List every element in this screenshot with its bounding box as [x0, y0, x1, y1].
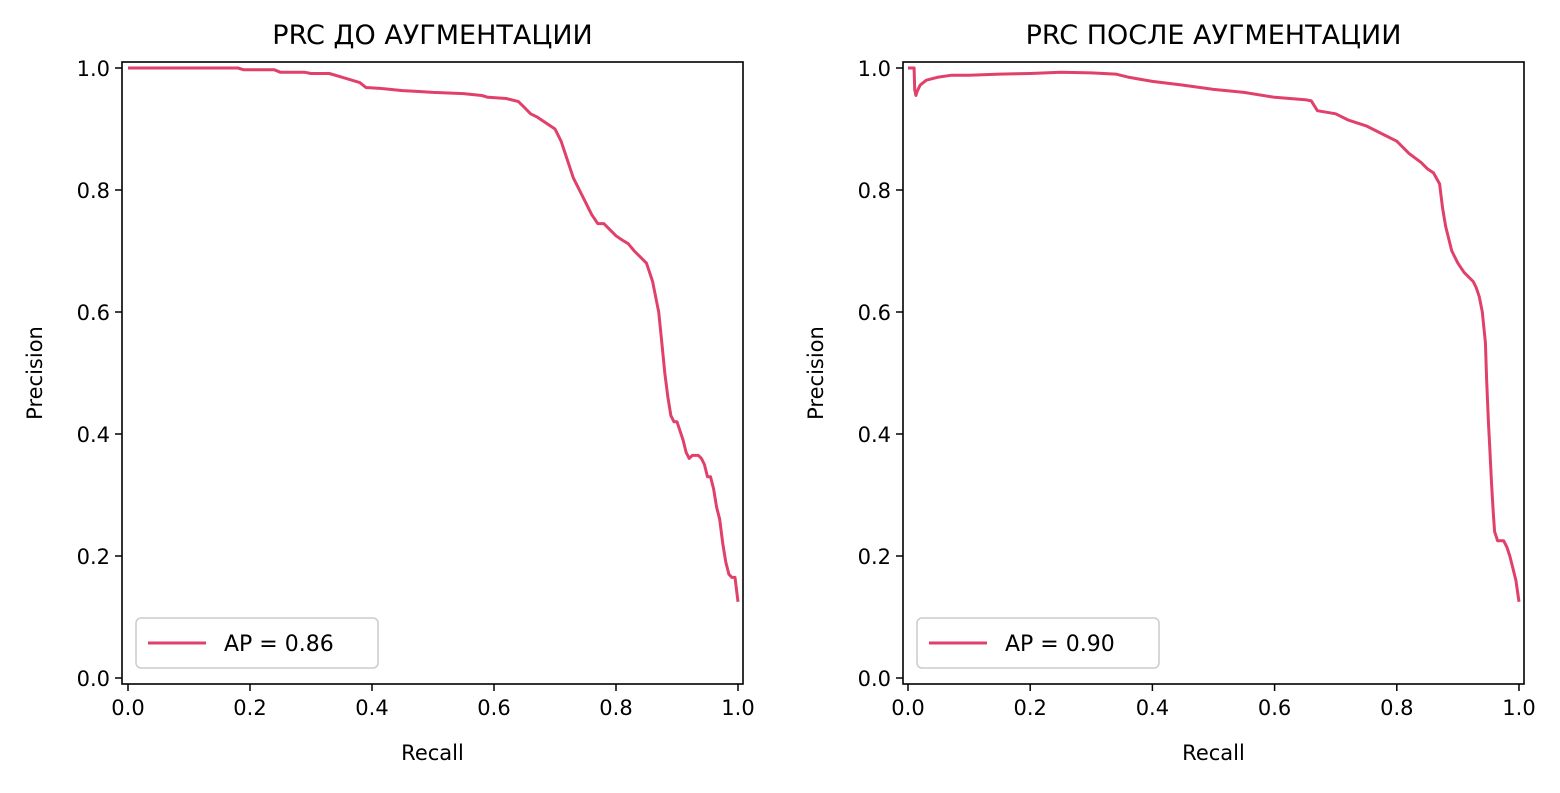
x-tick-label: 0.6 [1258, 696, 1291, 720]
y-tick-label: 0.2 [858, 545, 891, 569]
chart-panel-after-augmentation: PRC ПОСЛЕ АУГМЕНТАЦИИ 0.0 0.2 0.4 0.6 0.8 1.0 0… [804, 20, 1536, 765]
plot-frame [902, 61, 1525, 685]
legend: AP = 0.86 [135, 617, 379, 669]
legend-box [916, 617, 1160, 669]
legend-box [135, 617, 379, 669]
y-tick-label: 0.4 [858, 423, 891, 447]
chart-panel-before-augmentation: PRC ДО АУГМЕНТАЦИИ 0.0 0.2 0.4 0.6 0.8 1.0 0.0 0… [23, 20, 755, 765]
x-tick-label: 1.0 [721, 696, 754, 720]
y-tick-label: 0.8 [77, 179, 110, 203]
x-tick-label: 0.0 [891, 696, 924, 720]
legend: AP = 0.90 [916, 617, 1160, 669]
legend-label: AP = 0.86 [224, 632, 334, 657]
series-line-0 [908, 66, 1521, 603]
y-tick-label: 0.8 [858, 179, 891, 203]
y-tick-label: 0.6 [858, 301, 891, 325]
x-tick-label: 0.2 [233, 696, 266, 720]
x-tick-label: 0.8 [599, 696, 632, 720]
x-tick-label: 0.6 [477, 696, 510, 720]
x-tick-label: 0.0 [111, 696, 144, 720]
x-tick-label: 0.4 [1136, 696, 1169, 720]
chart-title: PRC ДО АУГМЕНТАЦИИ [272, 20, 592, 51]
x-tick-label: 0.8 [1380, 696, 1413, 720]
legend-label: AP = 0.90 [1005, 632, 1115, 657]
y-axis-label: Precision [804, 326, 828, 420]
y-tick-label: 0.0 [858, 667, 891, 691]
series-line-0 [128, 66, 740, 602]
y-tick-label: 1.0 [77, 57, 110, 81]
y-tick-label: 0.4 [77, 423, 110, 447]
plot-frame [121, 61, 744, 685]
y-tick-label: 1.0 [858, 57, 891, 81]
x-tick-label: 0.4 [355, 696, 388, 720]
y-tick-label: 0.0 [77, 667, 110, 691]
chart-title: PRC ПОСЛЕ АУГМЕНТАЦИИ [1026, 20, 1402, 51]
x-tick-label: 0.2 [1013, 696, 1046, 720]
x-tick-label: 1.0 [1502, 696, 1535, 720]
y-tick-label: 0.2 [77, 545, 110, 569]
y-tick-label: 0.6 [77, 301, 110, 325]
x-axis-label: Recall [1182, 741, 1245, 765]
y-axis-label: Precision [23, 326, 47, 420]
x-axis-label: Recall [401, 741, 464, 765]
